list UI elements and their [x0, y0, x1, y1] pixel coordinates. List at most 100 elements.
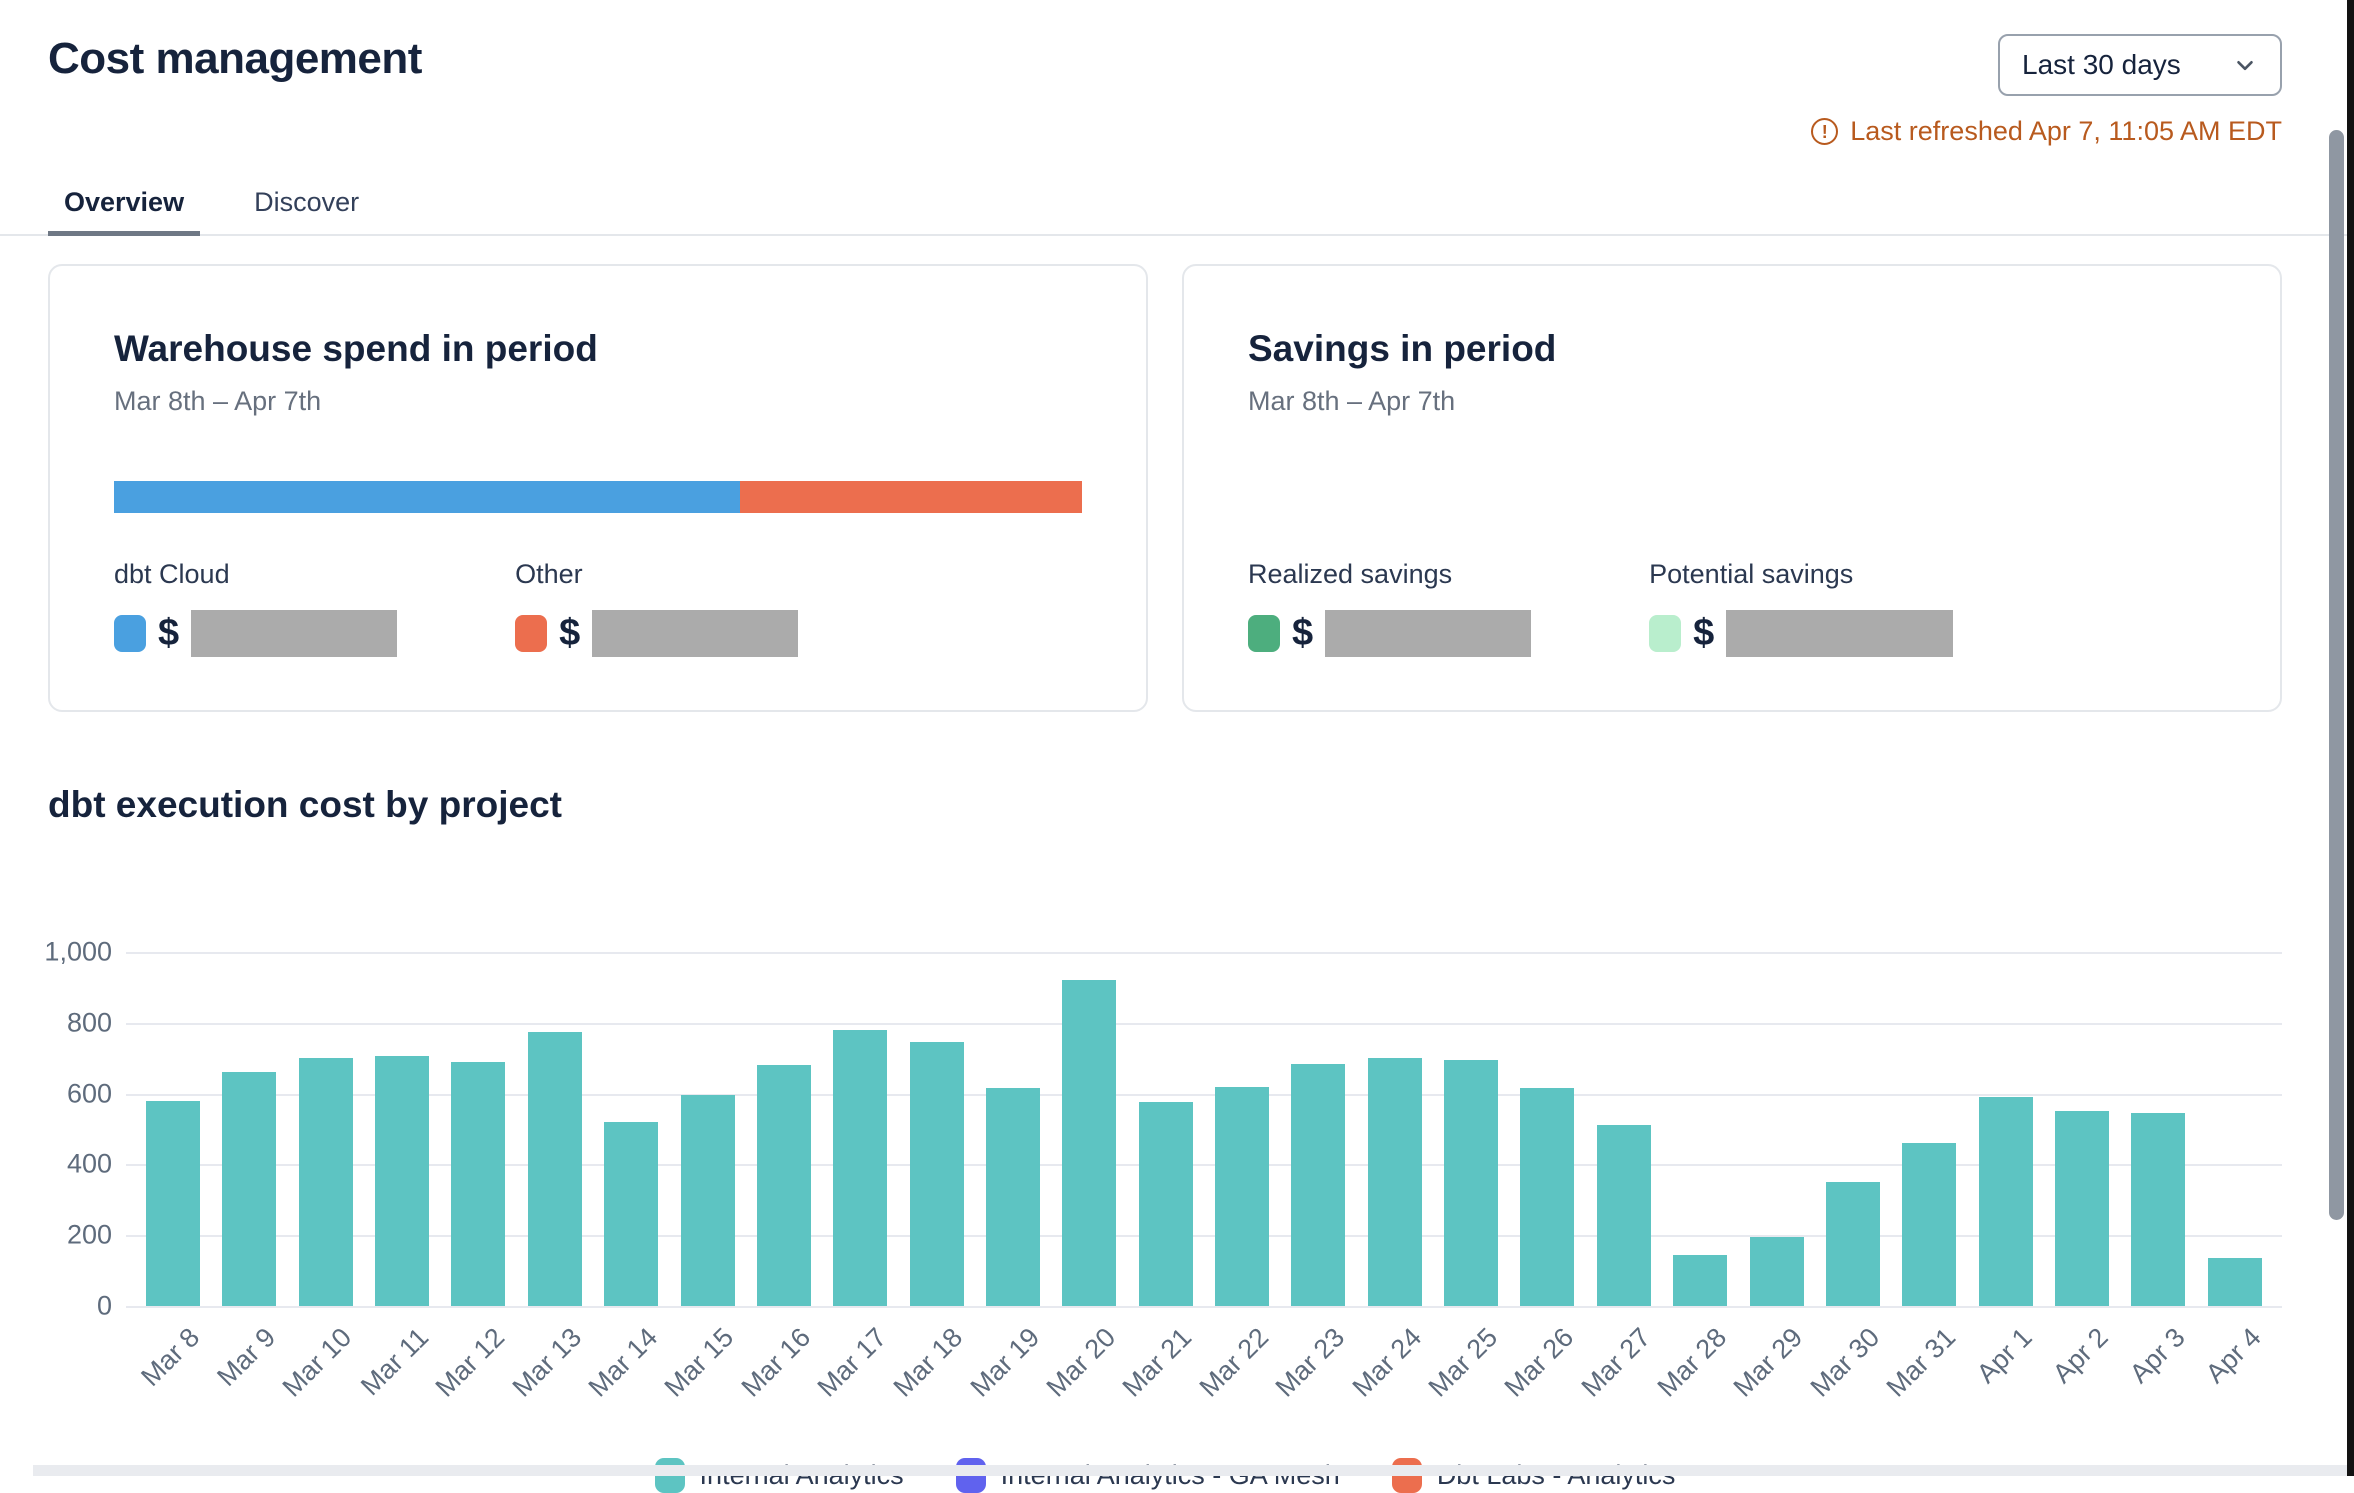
bar-column: Mar 15 — [659, 952, 740, 1403]
bar-column: Mar 25 — [1422, 952, 1503, 1403]
x-axis-label: Mar 13 — [506, 1322, 587, 1403]
x-axis-label: Mar 23 — [1269, 1322, 1351, 1403]
x-axis-label: Mar 30 — [1804, 1322, 1885, 1403]
chart-bar[interactable] — [527, 1031, 582, 1306]
chart-bar[interactable] — [146, 1100, 200, 1306]
bar-column: Mar 20 — [1041, 952, 1121, 1403]
legend-value: $ — [1248, 610, 1532, 657]
last-refreshed: ! Last refreshed Apr 7, 11:05 AM EDT — [1811, 116, 2282, 147]
bar-column: Mar 16 — [735, 952, 816, 1403]
potential-savings-color-chip — [1649, 615, 1682, 652]
chart-bar[interactable] — [1062, 980, 1117, 1306]
x-axis-label: Mar 21 — [1117, 1322, 1198, 1403]
bar-column: Mar 30 — [1804, 952, 1885, 1403]
chart-bar[interactable] — [1825, 1182, 1880, 1306]
x-axis-label: Mar 16 — [735, 1322, 816, 1403]
bar-column: Mar 12 — [430, 952, 510, 1403]
tab-bar: Overview Discover — [0, 187, 2354, 236]
chart-bar[interactable] — [985, 1088, 1040, 1306]
x-axis-label: Mar 24 — [1346, 1322, 1427, 1403]
tab-overview[interactable]: Overview — [47, 187, 201, 236]
chart-bar[interactable] — [833, 1029, 888, 1306]
chart-bar[interactable] — [2054, 1111, 2109, 1306]
bar-column: Mar 9 — [211, 952, 281, 1392]
warehouse-spend-legend: dbt Cloud $ Other $ — [114, 559, 1082, 657]
chart-bar[interactable] — [1520, 1088, 1575, 1306]
horizontal-scrollbar[interactable] — [33, 1465, 2347, 1476]
currency-symbol: $ — [158, 612, 180, 654]
chart-bar[interactable] — [1444, 1059, 1499, 1306]
chart-bar[interactable] — [909, 1042, 964, 1306]
bar-column: Mar 22 — [1193, 952, 1274, 1403]
chart-bar[interactable] — [680, 1095, 735, 1306]
chart-bar[interactable] — [1215, 1086, 1270, 1306]
chart-bar[interactable] — [1596, 1125, 1651, 1306]
savings-legend: Realized savings $ Potential savings $ — [1248, 559, 2216, 657]
y-axis-tick: 200 — [66, 1219, 112, 1250]
page-header: Cost management Last 30 days ! Last refr… — [48, 34, 2282, 147]
bar-column: Apr 2 — [2047, 952, 2114, 1389]
legend-label: Other — [515, 559, 583, 589]
chart-bar[interactable] — [222, 1072, 277, 1306]
summary-cards: Warehouse spend in period Mar 8th – Apr … — [48, 264, 2282, 712]
x-axis-label: Mar 8 — [135, 1322, 206, 1393]
bar-column: Mar 19 — [964, 952, 1045, 1403]
chart-bar[interactable] — [2131, 1113, 2186, 1306]
legend-group-other: Other $ — [515, 559, 799, 657]
y-axis-tick: 1,000 — [44, 936, 112, 967]
x-axis-label: Mar 27 — [1575, 1322, 1656, 1403]
x-axis-label: Mar 31 — [1880, 1322, 1962, 1403]
redacted-value — [1325, 610, 1532, 657]
legend-value: $ — [515, 610, 799, 657]
chart-title: dbt execution cost by project — [48, 784, 562, 825]
chart-grid — [126, 952, 2282, 1308]
card-title: Savings in period — [1248, 328, 1557, 369]
bar-column: Mar 31 — [1881, 952, 1961, 1403]
vertical-scrollbar-thumb[interactable] — [2329, 130, 2344, 1220]
tab-discover[interactable]: Discover — [254, 187, 360, 217]
x-axis-label: Mar 29 — [1727, 1322, 1809, 1403]
chevron-down-icon — [2237, 60, 2253, 71]
chart-bar[interactable] — [375, 1056, 430, 1306]
bar-column: Mar 18 — [888, 952, 969, 1403]
bar-column: Mar 10 — [277, 952, 358, 1403]
x-axis-label: Mar 15 — [658, 1322, 740, 1403]
currency-symbol: $ — [1693, 612, 1715, 654]
date-range-select[interactable]: Last 30 days — [1998, 34, 2282, 96]
x-axis-label: Apr 2 — [2047, 1322, 2115, 1389]
legend-label: Potential savings — [1649, 559, 1854, 589]
chart-bar[interactable] — [1673, 1254, 1728, 1306]
chart-bar[interactable] — [1902, 1143, 1957, 1306]
chart-bar[interactable] — [298, 1058, 353, 1306]
chart-bars: Mar 8 Mar 9 Mar 10 Mar 11 Mar 12 Mar 13 Mar 14… — [126, 952, 2282, 1403]
warehouse-spend-stacked-bar — [114, 481, 1082, 513]
chart-bar[interactable] — [1978, 1097, 2033, 1306]
chart-bar[interactable] — [2207, 1258, 2262, 1306]
warehouse-spend-card: Warehouse spend in period Mar 8th – Apr … — [48, 264, 1148, 712]
chart-bar[interactable] — [1749, 1236, 1804, 1306]
chart-bar[interactable] — [451, 1061, 506, 1306]
legend-label: dbt Cloud — [114, 559, 230, 589]
dbt-cloud-color-chip — [114, 615, 146, 652]
redacted-value — [592, 610, 799, 657]
chart-area: 1,000 800 600 400 200 0 Mar 8 Mar 9 Mar 10 Mar 1… — [44, 937, 2282, 1403]
card-date-range: Mar 8th – Apr 7th — [114, 386, 322, 416]
bar-column: Mar 24 — [1346, 952, 1427, 1403]
x-axis-label: Apr 3 — [2123, 1322, 2191, 1389]
other-color-chip — [515, 615, 548, 652]
currency-symbol: $ — [559, 612, 581, 654]
chart-bar[interactable] — [1291, 1063, 1346, 1306]
bar-column: Mar 14 — [583, 952, 663, 1403]
card-date-range: Mar 8th – Apr 7th — [1248, 386, 1456, 416]
page-title: Cost management — [48, 34, 422, 83]
chart-bar[interactable] — [604, 1121, 659, 1306]
gridline — [126, 1235, 2282, 1238]
chart-bar[interactable] — [1367, 1058, 1422, 1306]
realized-savings-color-chip — [1248, 615, 1280, 652]
bar-column: Mar 21 — [1117, 952, 1198, 1403]
gridline — [126, 1164, 2282, 1167]
currency-symbol: $ — [1292, 612, 1314, 654]
chart-bar[interactable] — [756, 1065, 811, 1306]
chart-bar[interactable] — [1138, 1102, 1193, 1306]
y-axis-tick: 0 — [96, 1290, 112, 1321]
